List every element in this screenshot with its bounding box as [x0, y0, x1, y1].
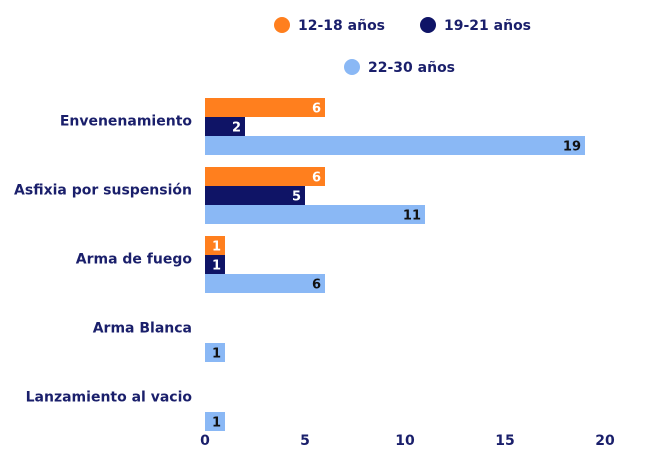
category-labels: Envenenamiento Asfixia por suspensión Arma… [14, 114, 192, 406]
x-axis: 0 5 10 15 20 [200, 433, 615, 449]
bar-asfixia-por-suspension-22-30-anos [205, 205, 425, 224]
data-label-envenenamiento-22-30-anos: 19 [563, 140, 581, 155]
bar-arma-de-fuego-12-18-anos [205, 236, 225, 255]
data-label-envenenamiento-12-18-anos: 6 [312, 102, 321, 117]
category-label-arma-blanca: Arma Blanca [93, 321, 192, 337]
bar-lanzamiento-al-vacio-22-30-anos [205, 412, 225, 431]
legend-item-22-30-anos: 22-30 años [344, 59, 455, 76]
x-tick-label-15: 15 [495, 433, 514, 449]
bar-envenenamiento-12-18-anos [205, 98, 325, 117]
legend-item-12-18-anos: 12-18 años [274, 17, 385, 34]
bar-arma-de-fuego-19-21-anos [205, 255, 225, 274]
data-label-arma-blanca-22-30-anos: 1 [212, 347, 221, 362]
legend-label-19-21-anos: 19-21 años [444, 18, 531, 34]
x-tick-label-0: 0 [200, 433, 210, 449]
bar-arma-blanca-22-30-anos [205, 343, 225, 362]
category-label-asfixia-por-suspension: Asfixia por suspensión [14, 183, 192, 199]
legend-label-22-30-anos: 22-30 años [368, 60, 455, 76]
bar-asfixia-por-suspension-19-21-anos [205, 186, 305, 205]
data-label-arma-de-fuego-22-30-anos: 6 [312, 278, 321, 293]
legend-item-19-21-anos: 19-21 años [420, 17, 531, 34]
category-label-arma-de-fuego: Arma de fuego [76, 252, 193, 268]
legend-marker-22-30-anos [344, 59, 360, 75]
data-label-asfixia-por-suspension-12-18-anos: 6 [312, 171, 321, 186]
bar-envenenamiento-22-30-anos [205, 136, 585, 155]
legend: 12-18 años 19-21 años 22-30 años [274, 17, 531, 76]
legend-label-12-18-anos: 12-18 años [298, 18, 385, 34]
data-label-lanzamiento-al-vacio-22-30-anos: 1 [212, 416, 221, 431]
legend-marker-12-18-anos [274, 17, 290, 33]
legend-marker-19-21-anos [420, 17, 436, 33]
data-label-asfixia-por-suspension-22-30-anos: 11 [403, 209, 421, 224]
data-label-arma-de-fuego-19-21-anos: 1 [212, 259, 221, 274]
x-tick-label-5: 5 [300, 433, 310, 449]
bar-envenenamiento-19-21-anos [205, 117, 245, 136]
x-tick-label-20: 20 [595, 433, 615, 449]
data-label-envenenamiento-19-21-anos: 2 [232, 121, 241, 136]
category-label-lanzamiento-al-vacio: Lanzamiento al vacio [26, 390, 193, 406]
x-tick-label-10: 10 [395, 433, 415, 449]
bar-asfixia-por-suspension-12-18-anos [205, 167, 325, 186]
bar-arma-de-fuego-22-30-anos [205, 274, 325, 293]
category-label-envenenamiento: Envenenamiento [60, 114, 193, 130]
data-label-asfixia-por-suspension-19-21-anos: 5 [292, 190, 301, 205]
data-label-arma-de-fuego-12-18-anos: 1 [212, 240, 221, 255]
